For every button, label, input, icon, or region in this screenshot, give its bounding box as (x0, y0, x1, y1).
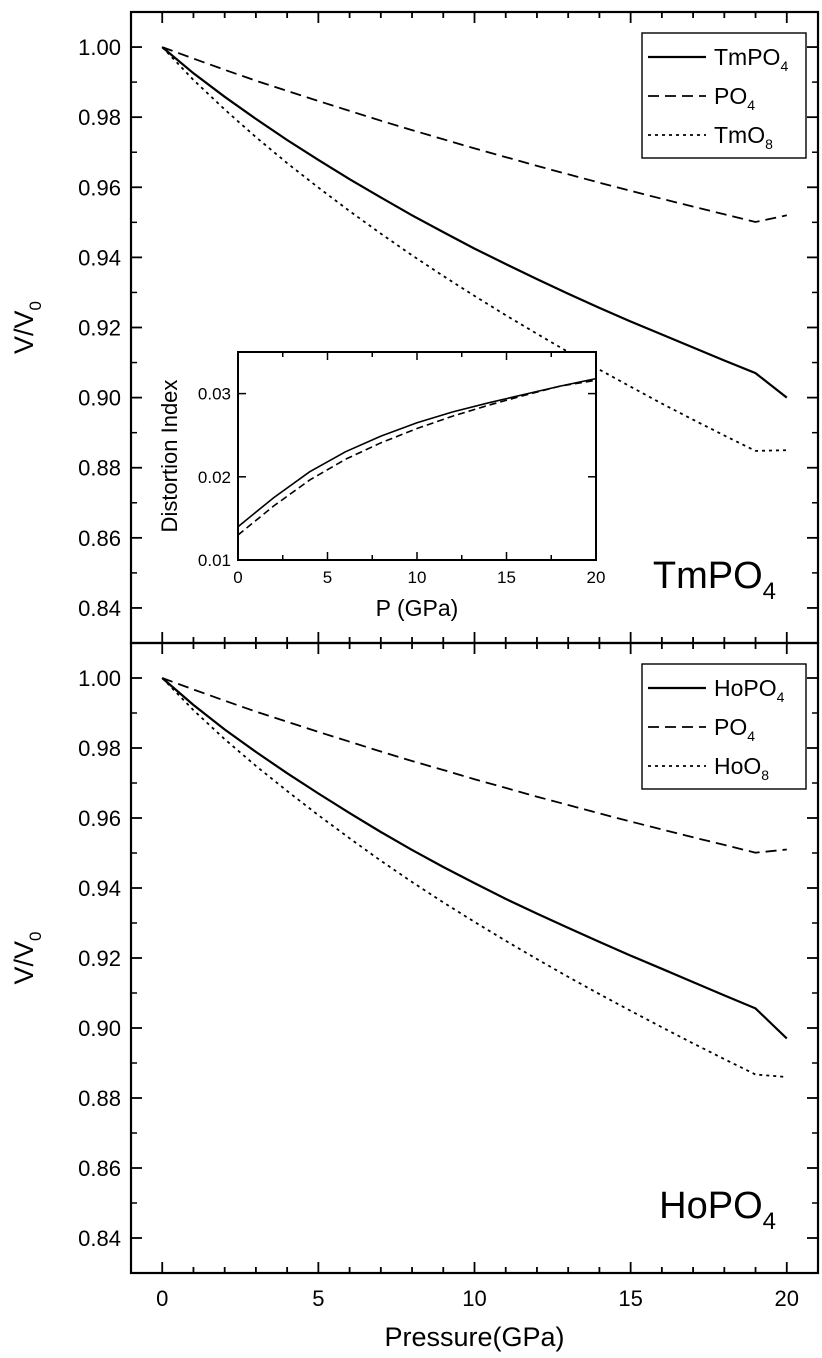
series-line-1 (161, 46, 788, 399)
panel-label: HoPO4 (659, 1185, 776, 1235)
series-line-3 (161, 677, 787, 1078)
y-tick-label: 0.92 (78, 316, 121, 341)
legend-label-1: TmPO4 (714, 44, 788, 74)
inset-x-tick-label: 0 (233, 568, 242, 587)
inset-x-tick-label: 10 (408, 568, 427, 587)
panel-1: 1.00 0.98 0.96 0.94 0.92 0.90 0.88 0.86 0.84 V/V0… (9, 10, 820, 645)
y-tick-label: 0.94 (78, 245, 121, 270)
inset-y-tick-label: 0.03 (198, 385, 231, 404)
inset-y-tick-label: 0.02 (198, 468, 231, 487)
legend-label-1: HoPO4 (714, 675, 785, 705)
inset-frame (237, 351, 597, 561)
series-line-1 (161, 677, 788, 1040)
x-tick-label: 10 (462, 1286, 486, 1311)
series-line-2 (161, 677, 787, 854)
x-tick-label: 20 (775, 1286, 799, 1311)
inset-y-tick-label: 0.01 (198, 551, 231, 570)
y-tick-label: 0.96 (78, 806, 121, 831)
inset-x-tick-label: 5 (323, 568, 332, 587)
legend-label-3: HoO8 (714, 753, 769, 783)
legend-box (641, 663, 807, 790)
inset-plot: 0.01 0.02 0.03 0 5 10 15 20 P (GPa) Distortion In… (157, 351, 606, 621)
legend-label-3: TmO8 (714, 122, 773, 152)
x-tick-label: 0 (156, 1286, 168, 1311)
inset-x-tick-label: 20 (587, 568, 606, 587)
inset-x-tick-label: 15 (497, 568, 516, 587)
y-tick-label: 0.98 (78, 736, 121, 761)
inset-x-axis-label: P (GPa) (376, 595, 459, 621)
y-tick-label: 0.96 (78, 175, 121, 200)
y-tick-label: 0.86 (78, 526, 121, 551)
series-line-2 (161, 46, 787, 223)
y-tick-label: 0.84 (78, 1226, 121, 1251)
y-tick-label: 1.00 (78, 35, 121, 60)
y-tick-label: 0.84 (78, 596, 121, 621)
y-tick-label: 0.86 (78, 1156, 121, 1181)
x-tick-label: 5 (312, 1286, 324, 1311)
y-tick-label: 0.98 (78, 105, 121, 130)
panel-label: TmPO4 (653, 555, 776, 605)
y-tick-label: 1.00 (78, 666, 121, 691)
legend-label-2: PO4 (714, 714, 755, 744)
x-axis-label: Pressure(GPa) (384, 1322, 564, 1352)
y-tick-label: 0.94 (78, 876, 121, 901)
legend-label-2: PO4 (714, 83, 755, 113)
panel-2: 1.00 0.98 0.96 0.94 0.92 0.90 0.88 0.86 0.84 0 5 10… (9, 641, 820, 1352)
y-tick-label: 0.88 (78, 456, 121, 481)
x-tick-label: 15 (618, 1286, 642, 1311)
y-axis-label: V/V0 (9, 301, 45, 354)
y-tick-label: 0.92 (78, 946, 121, 971)
y-tick-label: 0.90 (78, 1016, 121, 1041)
y-tick-label: 0.88 (78, 1086, 121, 1111)
series-line-3 (161, 46, 787, 452)
inset-series-line-2 (237, 379, 597, 536)
inset-y-axis-label: Distortion Index (157, 380, 182, 533)
y-axis-label: V/V0 (9, 932, 45, 985)
y-tick-label: 0.90 (78, 386, 121, 411)
